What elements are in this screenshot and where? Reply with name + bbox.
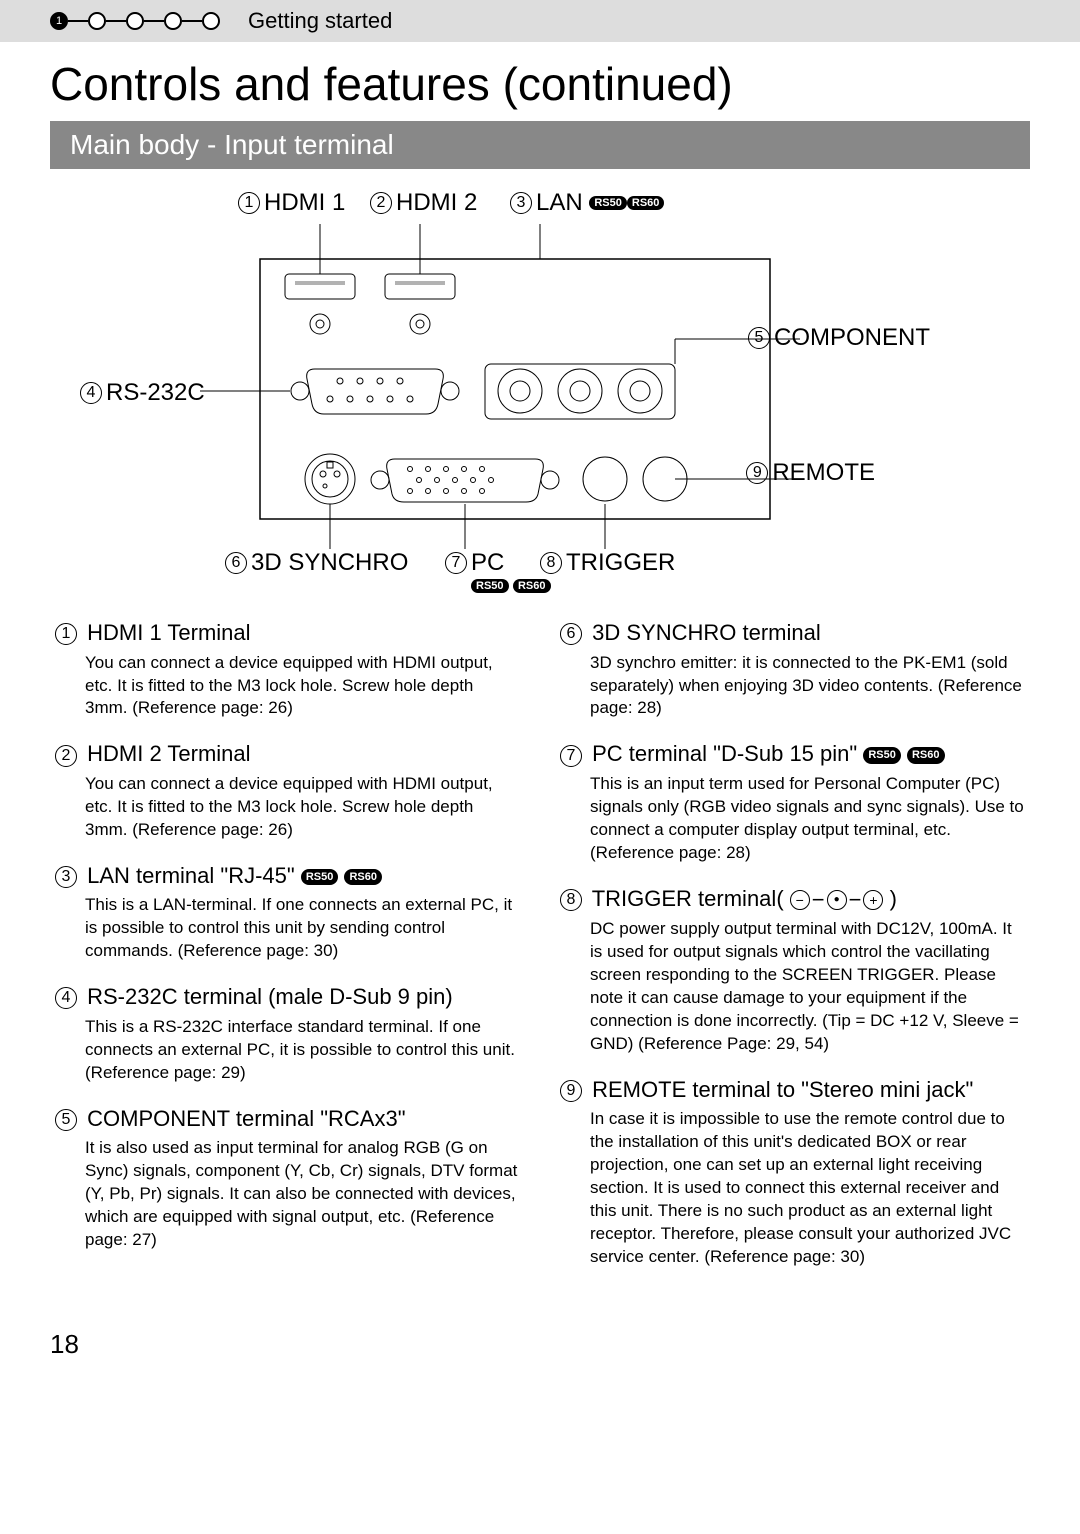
step-circle-5 (202, 12, 220, 30)
step-circle-2 (88, 12, 106, 30)
diagram-label-trigger: 8 TRIGGER (540, 549, 675, 577)
step-circle-1: 1 (50, 12, 68, 30)
step-circle-4 (164, 12, 182, 30)
model-badge: RS60 (907, 747, 945, 763)
step-connector (144, 20, 164, 22)
desc-item: 7 PC terminal "D-Sub 15 pin" RS50 RS60 T… (560, 740, 1025, 864)
diagram-label-hdmi2: 2 HDMI 2 (370, 189, 477, 217)
left-column: 1 HDMI 1 Terminal You can connect a devi… (55, 619, 520, 1289)
model-badge: RS60 (513, 579, 551, 593)
section-name: Getting started (248, 8, 392, 34)
trigger-polarity-icons: −−●−+ (790, 886, 884, 915)
model-badge: RS50 (301, 869, 339, 885)
diagram-label-hdmi1: 1 HDMI 1 (238, 189, 345, 217)
model-badge: RS50 (863, 747, 901, 763)
diagram-label-pc: 7 PC RS50 RS60 (445, 549, 551, 595)
terminal-descriptions: 1 HDMI 1 Terminal You can connect a devi… (0, 619, 1080, 1319)
right-column: 6 3D SYNCHRO terminal 3D synchro emitter… (560, 619, 1025, 1289)
desc-item: 8 TRIGGER terminal( −−●−+ ) DC power sup… (560, 885, 1025, 1056)
model-badge: RS50 (471, 579, 509, 593)
terminal-diagram: 1 HDMI 1 2 HDMI 2 3 LAN RS50 RS60 4 RS-2… (50, 189, 1030, 589)
model-badge: RS60 (627, 196, 665, 210)
desc-item: 5 COMPONENT terminal "RCAx3" It is also … (55, 1105, 520, 1252)
desc-item: 1 HDMI 1 Terminal You can connect a devi… (55, 619, 520, 720)
model-badge: RS50 (589, 196, 627, 210)
page-number: 18 (0, 1319, 1080, 1390)
step-circle-3 (126, 12, 144, 30)
desc-item: 6 3D SYNCHRO terminal 3D synchro emitter… (560, 619, 1025, 720)
diagram-label-rs232c: 4 RS-232C (80, 379, 205, 407)
diagram-label-lan: 3 LAN RS50 RS60 (510, 189, 664, 217)
page-title: Controls and features (continued) (0, 42, 1080, 121)
diagram-label-3dsynchro: 6 3D SYNCHRO (225, 549, 408, 577)
step-indicator: 1 (50, 12, 220, 30)
step-connector (106, 20, 126, 22)
step-connector (182, 20, 202, 22)
model-badge: RS60 (344, 869, 382, 885)
desc-item: 2 HDMI 2 Terminal You can connect a devi… (55, 740, 520, 841)
step-connector (68, 20, 88, 22)
desc-item: 3 LAN terminal "RJ-45" RS50 RS60 This is… (55, 862, 520, 963)
sub-header: Main body - Input terminal (50, 121, 1030, 169)
desc-item: 9 REMOTE terminal to "Stereo mini jack" … (560, 1076, 1025, 1269)
section-header-bar: 1 Getting started (0, 0, 1080, 42)
desc-item: 4 RS-232C terminal (male D-Sub 9 pin) Th… (55, 983, 520, 1084)
